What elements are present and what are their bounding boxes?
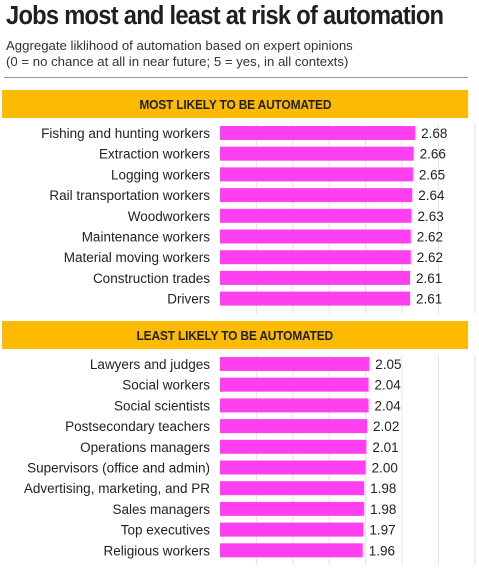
most-category-label: Logging workers [111,167,210,182]
least-bar [220,543,363,558]
most-bar [220,126,416,140]
most-bar [220,270,411,285]
least-category-label: Supervisors (office and admin) [27,461,210,476]
chart-subtitle: Aggregate liklihood of automation based … [6,38,353,70]
least-category-label: Religious workers [103,543,210,558]
least-value-label: 2.04 [375,378,402,393]
least-bar [220,481,365,496]
most-bar [220,146,414,161]
most-likely-banner-label: MOST LIKELY TO BE AUTOMATED [139,96,331,112]
most-bar [220,188,413,203]
least-category-label: Advertising, marketing, and PR [24,481,210,496]
subtitle-line-1: Aggregate liklihood of automation based … [6,38,353,53]
least-bar [220,501,365,516]
least-value-label: 1.97 [369,523,395,538]
least-value-label: 2.00 [372,461,398,476]
least-bar [220,377,369,392]
most-value-label: 2.62 [417,230,443,245]
most-category-label: Maintenance workers [82,230,211,245]
least-bar [220,357,370,371]
most-category-label: Rail transportation workers [49,188,210,203]
most-value-label: 2.63 [417,209,443,224]
least-bar [220,439,367,454]
least-bar [220,398,369,413]
most-category-label: Drivers [167,292,210,307]
least-category-label: Lawyers and judges [90,357,210,372]
least-value-label: 2.05 [375,357,401,372]
least-category-label: Sales managers [112,502,210,517]
most-category-label: Fishing and hunting workers [41,126,210,141]
least-category-label: Social scientists [114,398,210,413]
most-category-label: Material moving workers [64,250,211,265]
most-bar [220,291,411,306]
header-divider [4,77,468,78]
least-category-label: Postsecondary teachers [65,419,210,434]
least-category-label: Social workers [122,378,210,393]
most-category-label: Construction trades [93,271,210,286]
most-category-label: Extraction workers [99,147,210,162]
subtitle-line-2: (0 = no chance at all in near future; 5 … [6,54,349,69]
most-bar [220,167,413,182]
least-value-label: 2.04 [375,398,402,413]
most-value-label: 2.65 [419,167,445,182]
most-value-label: 2.66 [420,147,446,162]
most-value-label: 2.61 [416,271,442,286]
least-category-label: Operations managers [80,440,210,455]
least-value-label: 2.01 [372,440,398,455]
most-category-label: Woodworkers [128,209,211,224]
least-bar [220,460,366,475]
least-value-label: 1.98 [370,481,396,496]
least-bar [220,522,364,537]
chart-title: Jobs most and least at risk of automatio… [6,2,444,30]
least-likely-banner: LEAST LIKELY TO BE AUTOMATED [2,321,468,349]
least-likely-banner-label: LEAST LIKELY TO BE AUTOMATED [136,327,334,343]
most-bar [220,229,411,244]
most-value-label: 2.61 [416,292,442,307]
most-value-label: 2.64 [418,188,445,203]
most-value-label: 2.68 [421,126,447,141]
least-bar [220,419,368,434]
least-value-label: 1.96 [369,543,395,558]
most-bar [220,208,412,223]
most-likely-banner: MOST LIKELY TO BE AUTOMATED [2,90,468,118]
most-bar [220,250,411,265]
least-category-label: Top executives [121,523,211,538]
most-value-label: 2.62 [417,250,443,265]
least-value-label: 2.02 [373,419,399,434]
least-value-label: 1.98 [370,502,396,517]
